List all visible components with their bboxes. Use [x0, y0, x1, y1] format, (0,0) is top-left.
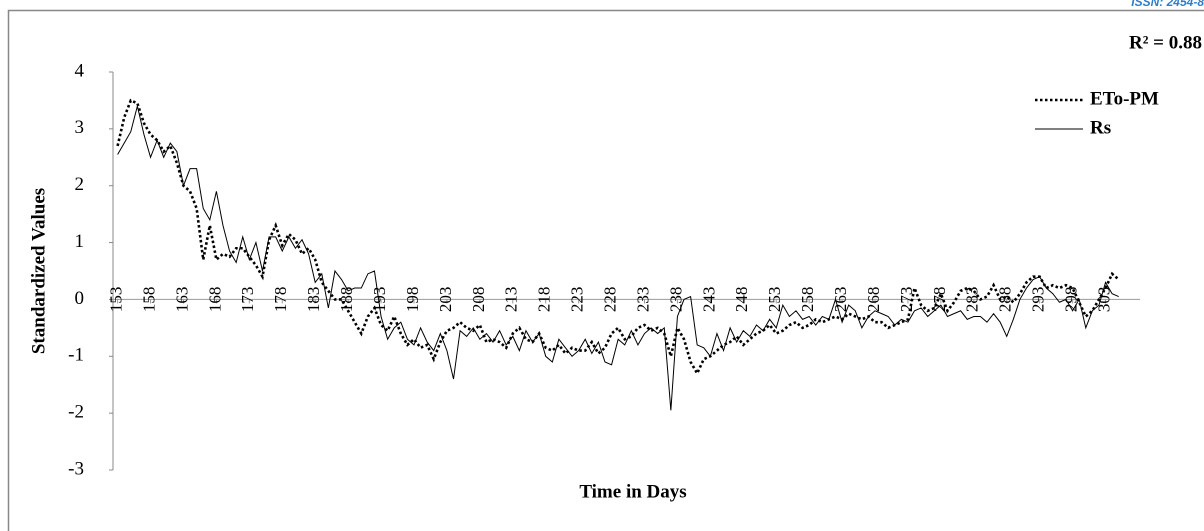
x-tick-label: 283 [963, 287, 982, 313]
x-tick-label: 258 [798, 287, 817, 313]
x-tick-label: 168 [205, 287, 224, 313]
series-line [117, 105, 1119, 411]
x-tick-label: 243 [699, 287, 718, 313]
series-line [116, 98, 1120, 377]
x-tick-label: 178 [271, 287, 290, 313]
x-tick-label: 233 [633, 287, 652, 313]
x-tick-label: 198 [403, 287, 422, 313]
y-tick-label: 0 [75, 288, 85, 309]
y-axis-label: Standardized Values [28, 188, 49, 354]
x-tick-label: 253 [765, 287, 784, 313]
x-tick-label: 208 [469, 287, 488, 313]
x-tick-label: 153 [107, 287, 126, 313]
y-tick-label: 3 [75, 117, 85, 138]
legend-label: Rs [1090, 117, 1111, 138]
x-tick-label: 163 [172, 287, 191, 313]
x-tick-label: 238 [666, 287, 685, 313]
x-tick-label: 218 [535, 287, 554, 313]
x-tick-label: 248 [732, 287, 751, 313]
legend-label: ETo-PM [1090, 88, 1159, 109]
y-tick-label: 2 [75, 174, 85, 195]
y-tick-label: 1 [75, 231, 85, 252]
x-tick-label: 228 [600, 287, 619, 313]
x-tick-label: 223 [568, 287, 587, 313]
issn: ISSN: 2454-8 [1131, 0, 1204, 9]
x-tick-label: 183 [304, 287, 323, 313]
y-tick-label: -3 [68, 458, 84, 479]
x-tick-label: 293 [1029, 287, 1048, 313]
frame [7, 9, 1204, 531]
x-tick-label: 288 [996, 287, 1015, 313]
x-tick-label: 158 [139, 287, 158, 313]
x-tick-label: 188 [337, 287, 356, 313]
y-tick-label: -1 [68, 345, 84, 366]
x-tick-label: 173 [238, 287, 257, 313]
x-tick-label: 303 [1094, 287, 1113, 313]
annotation: R² = 0.88 [1129, 32, 1202, 53]
x-tick-label: 268 [864, 287, 883, 313]
y-tick-label: 4 [75, 60, 85, 81]
y-tick-label: -2 [68, 402, 84, 423]
x-axis-label: Time in Days [579, 481, 686, 502]
x-tick-label: 203 [436, 287, 455, 313]
x-tick-label: 213 [502, 287, 521, 313]
x-tick-label: 263 [831, 287, 850, 313]
